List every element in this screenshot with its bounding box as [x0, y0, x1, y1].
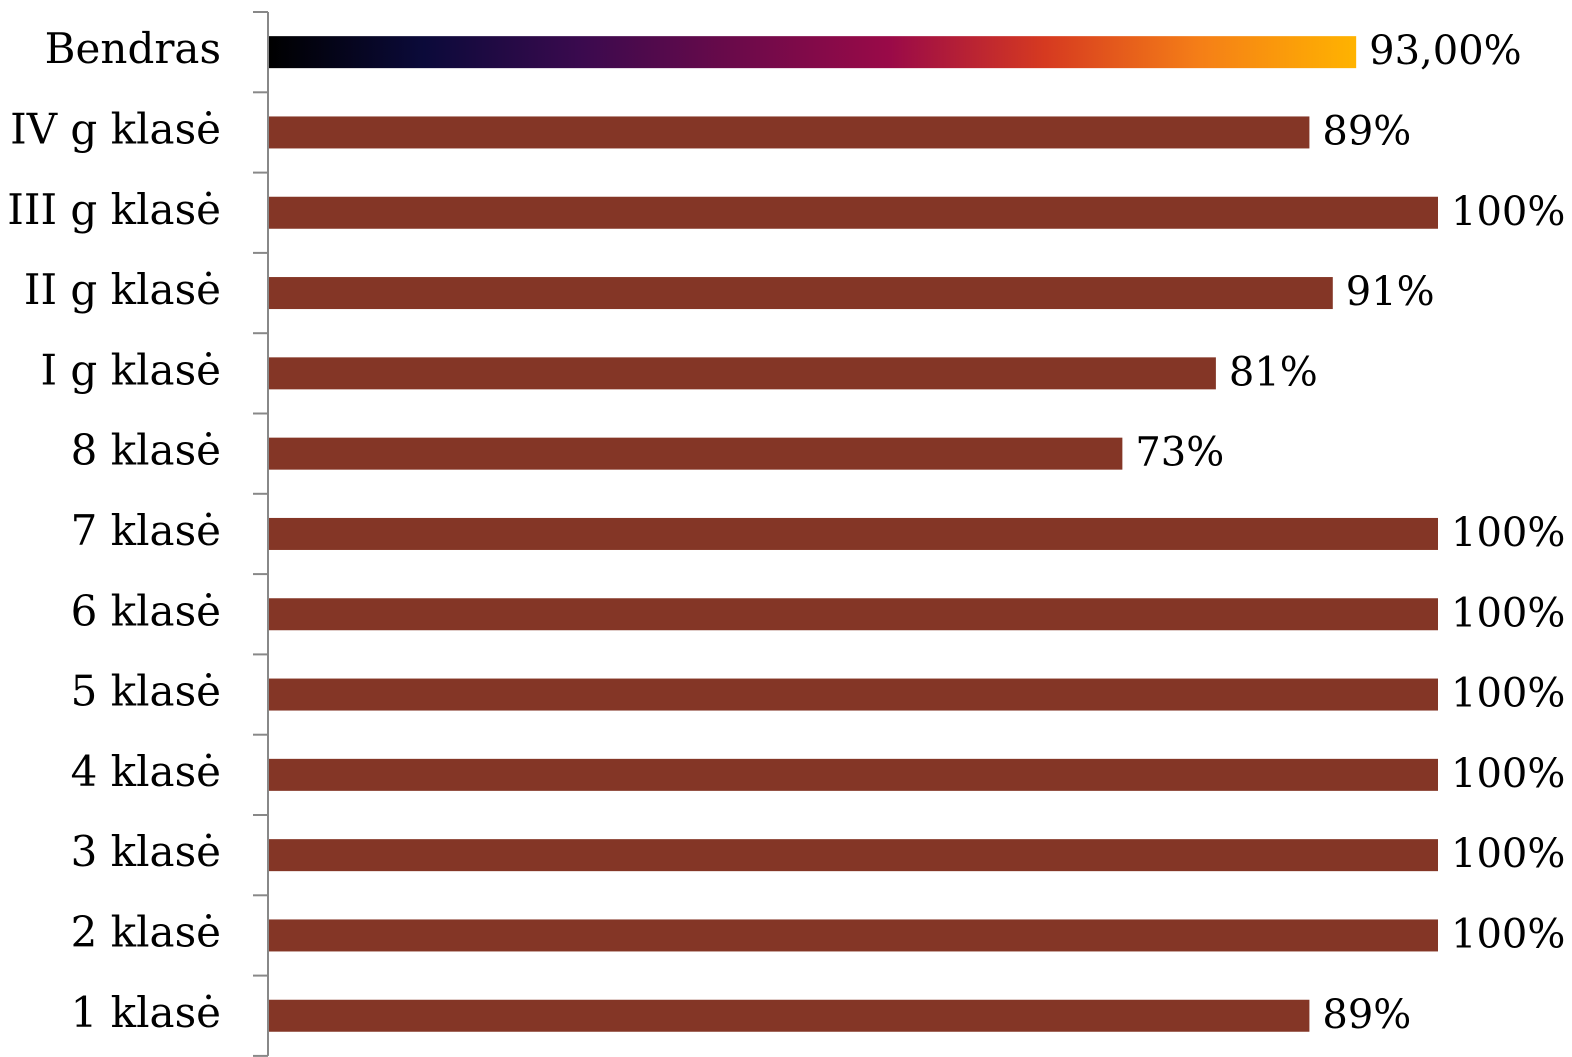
- bar: [269, 919, 1438, 952]
- data-label: 91%: [1346, 269, 1435, 315]
- category-label: Bendras: [45, 24, 221, 73]
- labels: Bendras 93,00% IV g klasė 89% III g klasė 100…: [7, 24, 1565, 1038]
- bar: [269, 839, 1438, 872]
- bar: [269, 116, 1310, 149]
- data-label: 93,00%: [1369, 28, 1522, 74]
- bar: [269, 517, 1438, 550]
- category-label: 8 klasė: [71, 426, 221, 475]
- category-label: 3 klasė: [71, 827, 221, 876]
- data-label: 89%: [1322, 992, 1411, 1038]
- data-label: 81%: [1229, 349, 1318, 395]
- category-label: III g klasė: [7, 185, 221, 234]
- bar: [269, 437, 1123, 470]
- data-label: 73%: [1135, 430, 1224, 476]
- bar: [269, 357, 1216, 390]
- data-label: 100%: [1451, 911, 1565, 957]
- category-axis: [253, 11, 269, 1057]
- category-label: IV g klasė: [10, 104, 221, 153]
- bar: [269, 999, 1310, 1032]
- data-label: 89%: [1322, 108, 1411, 154]
- category-label: 2 klasė: [71, 907, 221, 956]
- bar: [269, 758, 1438, 791]
- category-label: I g klasė: [40, 345, 221, 394]
- bar: [269, 277, 1333, 310]
- category-label: 4 klasė: [71, 747, 221, 796]
- data-label: 100%: [1451, 831, 1565, 877]
- bars: [269, 36, 1438, 1032]
- data-label: 100%: [1451, 751, 1565, 797]
- category-label: 1 klasė: [71, 988, 221, 1037]
- data-label: 100%: [1451, 189, 1565, 235]
- data-label: 100%: [1451, 671, 1565, 717]
- bar: [269, 598, 1438, 631]
- category-label: 6 klasė: [71, 586, 221, 635]
- data-label: 100%: [1451, 510, 1565, 556]
- category-label: 5 klasė: [71, 667, 221, 716]
- category-label: II g klasė: [24, 265, 221, 314]
- bar: [269, 36, 1357, 69]
- bar: [269, 678, 1438, 711]
- category-label: 7 klasė: [71, 506, 221, 555]
- bar: [269, 196, 1438, 229]
- data-label: 100%: [1451, 590, 1565, 636]
